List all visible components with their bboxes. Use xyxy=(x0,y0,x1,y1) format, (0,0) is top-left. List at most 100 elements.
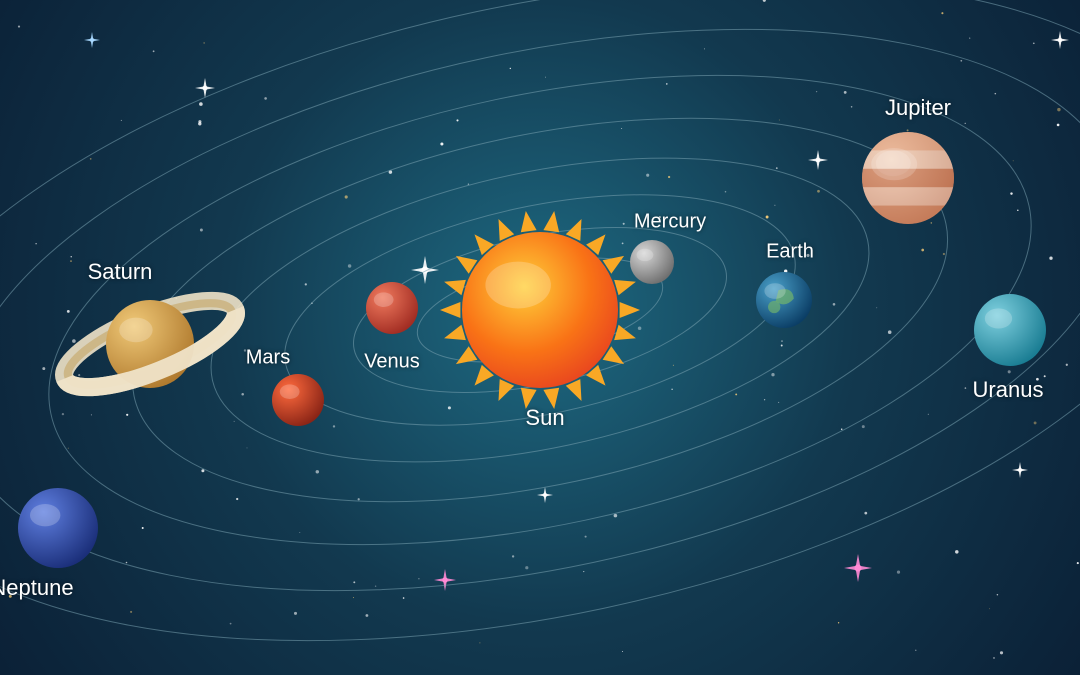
star xyxy=(774,205,775,206)
star xyxy=(622,651,623,652)
star xyxy=(583,571,584,572)
star xyxy=(230,623,232,625)
star xyxy=(348,264,351,267)
star xyxy=(70,260,72,262)
star xyxy=(1057,108,1060,111)
planet-label-mercury: Mercury xyxy=(634,211,706,234)
star xyxy=(345,195,348,198)
star xyxy=(241,393,244,396)
star xyxy=(353,581,355,583)
star xyxy=(921,249,924,252)
star xyxy=(1008,370,1011,373)
star xyxy=(1057,124,1060,127)
star xyxy=(42,367,45,370)
star xyxy=(1033,42,1035,44)
star xyxy=(1034,421,1037,424)
star xyxy=(995,93,997,95)
planet-label-uranus: Uranus xyxy=(973,377,1044,403)
star xyxy=(510,68,511,69)
star xyxy=(781,340,782,341)
planet-neptune xyxy=(18,488,98,568)
star xyxy=(614,514,618,518)
star xyxy=(358,498,360,500)
planet-venus xyxy=(366,282,418,334)
star xyxy=(778,402,779,403)
star xyxy=(993,657,994,658)
star xyxy=(623,223,625,225)
star xyxy=(989,608,990,609)
star xyxy=(897,571,900,574)
star xyxy=(844,91,847,94)
star xyxy=(776,167,778,169)
star xyxy=(943,253,945,255)
star xyxy=(468,184,469,185)
star xyxy=(264,97,267,100)
star xyxy=(130,611,132,613)
star xyxy=(18,26,20,28)
star xyxy=(1044,375,1046,377)
planet-label-venus: Venus xyxy=(364,351,420,374)
star xyxy=(725,191,727,193)
planet-mercury xyxy=(630,240,674,284)
star xyxy=(585,536,587,538)
star xyxy=(1049,257,1052,260)
star xyxy=(771,373,774,376)
star xyxy=(545,77,546,78)
star xyxy=(1066,364,1068,366)
star xyxy=(833,303,836,306)
planet-label-jupiter: Jupiter xyxy=(885,95,951,121)
star xyxy=(90,158,92,160)
star xyxy=(965,387,967,389)
star xyxy=(305,283,307,285)
star xyxy=(888,330,892,334)
planet-mars xyxy=(272,374,324,426)
star xyxy=(1000,651,1003,654)
star xyxy=(153,50,155,52)
star xyxy=(779,119,780,120)
star xyxy=(199,102,203,106)
star xyxy=(969,37,970,38)
planet-label-earth: Earth xyxy=(766,241,814,264)
star xyxy=(907,129,909,131)
star xyxy=(1010,192,1012,194)
star xyxy=(931,222,933,224)
star xyxy=(512,555,514,557)
planet-label-mars: Mars xyxy=(246,347,290,370)
star xyxy=(234,421,235,422)
star xyxy=(403,597,405,599)
star xyxy=(671,389,672,390)
star xyxy=(941,12,943,14)
planet-label-neptune: Neptune xyxy=(0,575,74,601)
star xyxy=(841,429,842,430)
solar-system-diagram: SunMercuryVenusEarthMarsJupiterSaturnUra… xyxy=(0,0,1080,675)
star xyxy=(960,60,962,62)
star xyxy=(121,120,122,121)
star xyxy=(666,83,668,85)
star xyxy=(440,142,443,145)
star xyxy=(294,612,297,615)
star xyxy=(72,339,76,343)
star xyxy=(236,498,238,500)
planet-uranus xyxy=(974,294,1046,366)
star xyxy=(448,406,451,409)
star xyxy=(126,414,128,416)
star xyxy=(673,365,674,366)
star xyxy=(1077,562,1079,564)
star xyxy=(375,585,376,586)
star xyxy=(299,532,300,533)
star xyxy=(928,414,929,415)
planet-label-saturn: Saturn xyxy=(88,259,153,285)
star xyxy=(668,176,670,178)
star xyxy=(91,414,92,415)
star xyxy=(204,42,205,43)
star xyxy=(1013,160,1014,161)
star xyxy=(766,216,769,219)
star xyxy=(62,413,64,415)
star xyxy=(638,326,642,330)
star xyxy=(838,622,839,623)
star xyxy=(621,128,622,129)
star xyxy=(200,229,203,232)
star xyxy=(622,243,624,245)
star xyxy=(781,345,783,347)
star xyxy=(68,448,69,449)
